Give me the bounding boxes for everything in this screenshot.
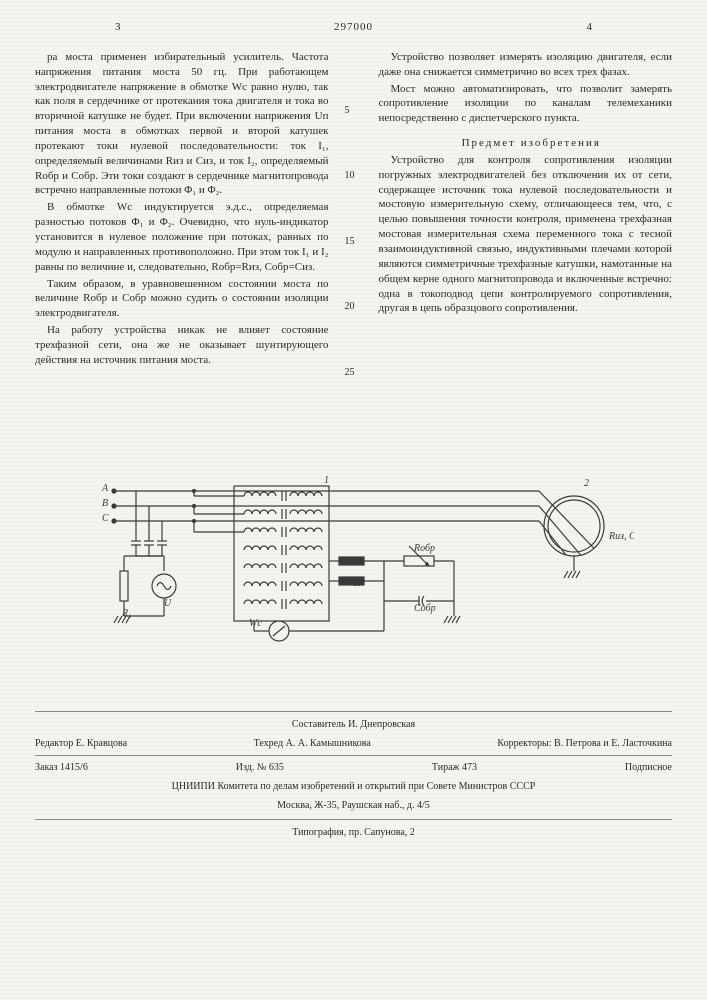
svg-text:Rобр: Rобр <box>413 543 435 554</box>
editor: Редактор Е. Кравцова <box>35 737 127 751</box>
address: Москва, Ж-35, Раушская наб., д. 4/5 <box>35 796 672 816</box>
tirazh: Тираж 473 <box>432 761 477 775</box>
circuit-diagram: ABC R₁ U Wс RR Rобр Cобр Rиз, Cиз 1 2 <box>74 451 634 651</box>
correctors: Корректоры: В. Петрова и Е. Ласточкина <box>497 737 672 751</box>
compiler: Составитель И. Днепровская <box>35 715 672 735</box>
right-para-2: Мост можно автоматизировать, что позволи… <box>379 82 673 127</box>
line-numbers: 5 10 15 20 25 <box>345 50 363 432</box>
right-para-1: Устройство позволяет измерять изоляцию д… <box>379 50 673 80</box>
izd: Изд. № 635 <box>236 761 284 775</box>
text-columns: ра моста применен избирательный усилител… <box>35 50 672 432</box>
svg-text:A: A <box>101 483 109 494</box>
left-para-1: ра моста применен избирательный усилител… <box>35 50 329 198</box>
svg-text:1: 1 <box>324 475 329 486</box>
page-number-right: 4 <box>587 20 593 35</box>
footer: Составитель И. Днепровская Редактор Е. К… <box>35 711 672 842</box>
svg-text:C: C <box>102 513 109 524</box>
subject-title: Предмет изобретения <box>379 136 673 151</box>
podpisnoe: Подписное <box>625 761 672 775</box>
techred: Техред А. А. Камышникова <box>254 737 371 751</box>
page-number-left: 3 <box>115 20 121 35</box>
page-header: 3 297000 4 <box>35 20 672 35</box>
svg-text:R: R <box>353 578 360 589</box>
order: Заказ 1415/6 <box>35 761 88 775</box>
patent-number: 297000 <box>334 21 373 33</box>
svg-text:Rиз, Cиз: Rиз, Cиз <box>608 531 634 542</box>
left-para-3: Таким образом, в уравновешенном состояни… <box>35 277 329 322</box>
typography: Типография, пр. Сапунова, 2 <box>35 823 672 843</box>
right-column: Устройство позволяет измерять изоляцию д… <box>379 50 673 432</box>
svg-text:U: U <box>164 598 172 609</box>
left-column: ра моста применен избирательный усилител… <box>35 50 329 432</box>
right-para-3: Устройство для контроля сопротивления из… <box>379 153 673 316</box>
svg-text:R: R <box>353 556 360 567</box>
svg-text:B: B <box>102 498 108 509</box>
svg-text:Wс: Wс <box>249 618 262 629</box>
svg-text:2: 2 <box>584 478 589 489</box>
org: ЦНИИПИ Комитета по делам изобретений и о… <box>35 777 672 797</box>
svg-text:Cобр: Cобр <box>414 603 436 614</box>
left-para-4: На работу устройства никак не влияет сос… <box>35 323 329 368</box>
svg-text:R₁: R₁ <box>121 608 132 619</box>
left-para-2: В обмотке Wс индуктируется э.д.с., опред… <box>35 200 329 274</box>
